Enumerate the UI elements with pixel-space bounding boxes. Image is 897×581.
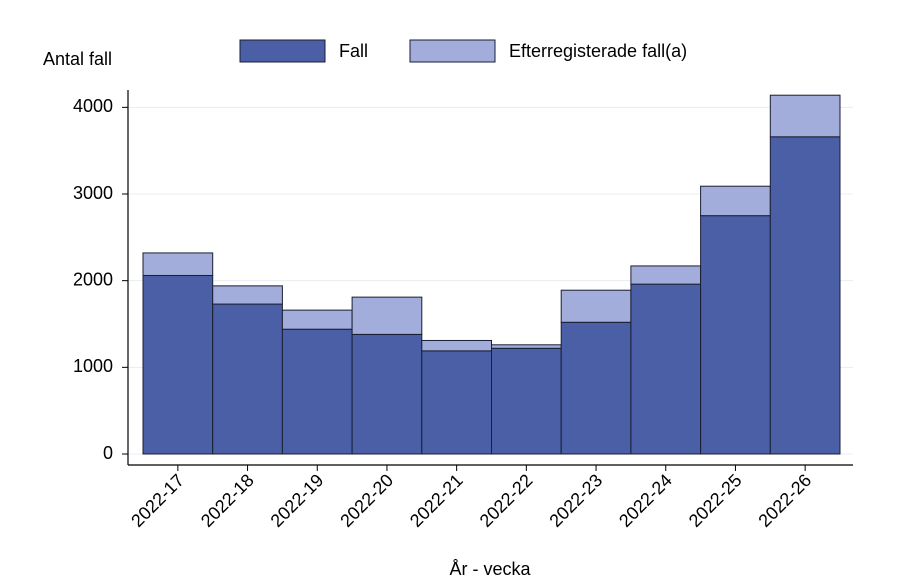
- bar-segment: [281, 328, 353, 455]
- bar-segment: [351, 333, 423, 455]
- bar-segment: [421, 339, 492, 352]
- bar-segment: [351, 296, 423, 335]
- bar-segment: [630, 265, 702, 285]
- y-tick-label: 4000: [73, 96, 113, 116]
- bar-segment: [630, 283, 702, 455]
- y-axis-title: Antal fall: [43, 49, 112, 69]
- y-tick-label: 0: [103, 443, 113, 463]
- bar-segment: [142, 252, 214, 276]
- legend-label: Efterregisterade fall(a): [509, 41, 687, 61]
- bar-segment: [700, 215, 771, 455]
- bar-segment: [560, 321, 632, 455]
- bar-segment: [769, 94, 841, 138]
- bar-segment: [491, 344, 562, 349]
- bar-segment: [560, 289, 632, 323]
- bar-segment: [212, 303, 283, 455]
- bar-segment: [421, 350, 492, 455]
- y-tick-label: 1000: [73, 356, 113, 376]
- legend-swatch: [409, 39, 496, 63]
- bar-segment: [700, 185, 771, 217]
- bar-segment: [769, 136, 841, 455]
- y-tick-label: 3000: [73, 183, 113, 203]
- legend-swatch: [239, 39, 326, 63]
- bar-segment: [142, 274, 214, 455]
- bar-segment: [212, 285, 283, 305]
- legend-label: Fall: [339, 41, 368, 61]
- y-tick-label: 2000: [73, 269, 113, 289]
- bar-segment: [281, 309, 353, 330]
- bar-segment: [491, 347, 562, 455]
- x-axis-title: År - vecka: [449, 559, 531, 579]
